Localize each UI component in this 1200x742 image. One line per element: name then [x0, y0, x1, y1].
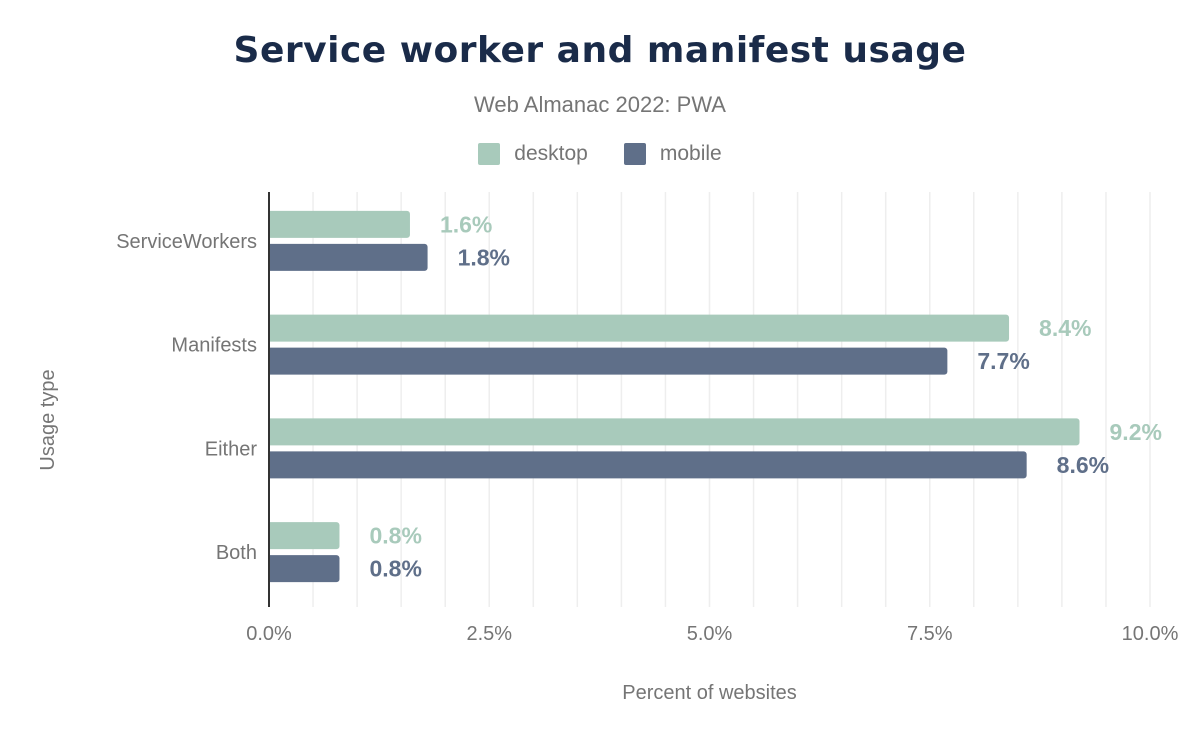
legend-swatch-desktop	[478, 143, 501, 165]
x-tick-label: 2.5%	[466, 623, 512, 645]
y-axis-label: Usage type	[37, 369, 59, 470]
bar-desktop	[269, 210, 410, 238]
bar-desktop	[269, 314, 1010, 342]
x-tick-label: 10.0%	[1122, 623, 1179, 645]
y-tick-label: Both	[216, 542, 257, 564]
data-label-desktop: 1.6%	[440, 211, 492, 237]
bar-mobile	[269, 555, 340, 583]
bar-desktop	[269, 418, 1080, 446]
x-axis-label: Percent of websites	[622, 682, 797, 704]
y-tick-label: Either	[205, 438, 258, 460]
legend-label-desktop: desktop	[514, 142, 588, 165]
legend-swatch-mobile	[623, 143, 646, 165]
bar-mobile	[269, 243, 428, 271]
chart-subtitle: Web Almanac 2022: PWA	[474, 92, 726, 117]
data-label-desktop: 9.2%	[1110, 419, 1162, 445]
data-label-mobile: 1.8%	[458, 244, 510, 270]
bar-mobile	[268, 451, 1027, 479]
data-label-mobile: 7.7%	[977, 348, 1029, 374]
bar-mobile	[269, 347, 948, 375]
y-tick-label: Manifests	[171, 335, 257, 357]
x-tick-label: 7.5%	[907, 623, 953, 645]
x-tick-label: 5.0%	[687, 623, 733, 645]
data-label-desktop: 8.4%	[1039, 315, 1091, 341]
x-tick-label: 0.0%	[246, 623, 292, 645]
data-label-desktop: 0.8%	[369, 523, 421, 549]
data-label-mobile: 8.6%	[1057, 452, 1109, 478]
data-label-mobile: 0.8%	[369, 556, 421, 582]
legend-label-mobile: mobile	[659, 142, 722, 165]
legend: desktop mobile	[0, 142, 1200, 166]
legend-item-mobile[interactable]: mobile	[623, 142, 722, 166]
y-tick-label: ServiceWorkers	[116, 231, 257, 253]
legend-item-desktop[interactable]: desktop	[478, 142, 588, 166]
bar-desktop	[269, 522, 340, 550]
chart-title: Service worker and manifest usage	[233, 30, 967, 71]
